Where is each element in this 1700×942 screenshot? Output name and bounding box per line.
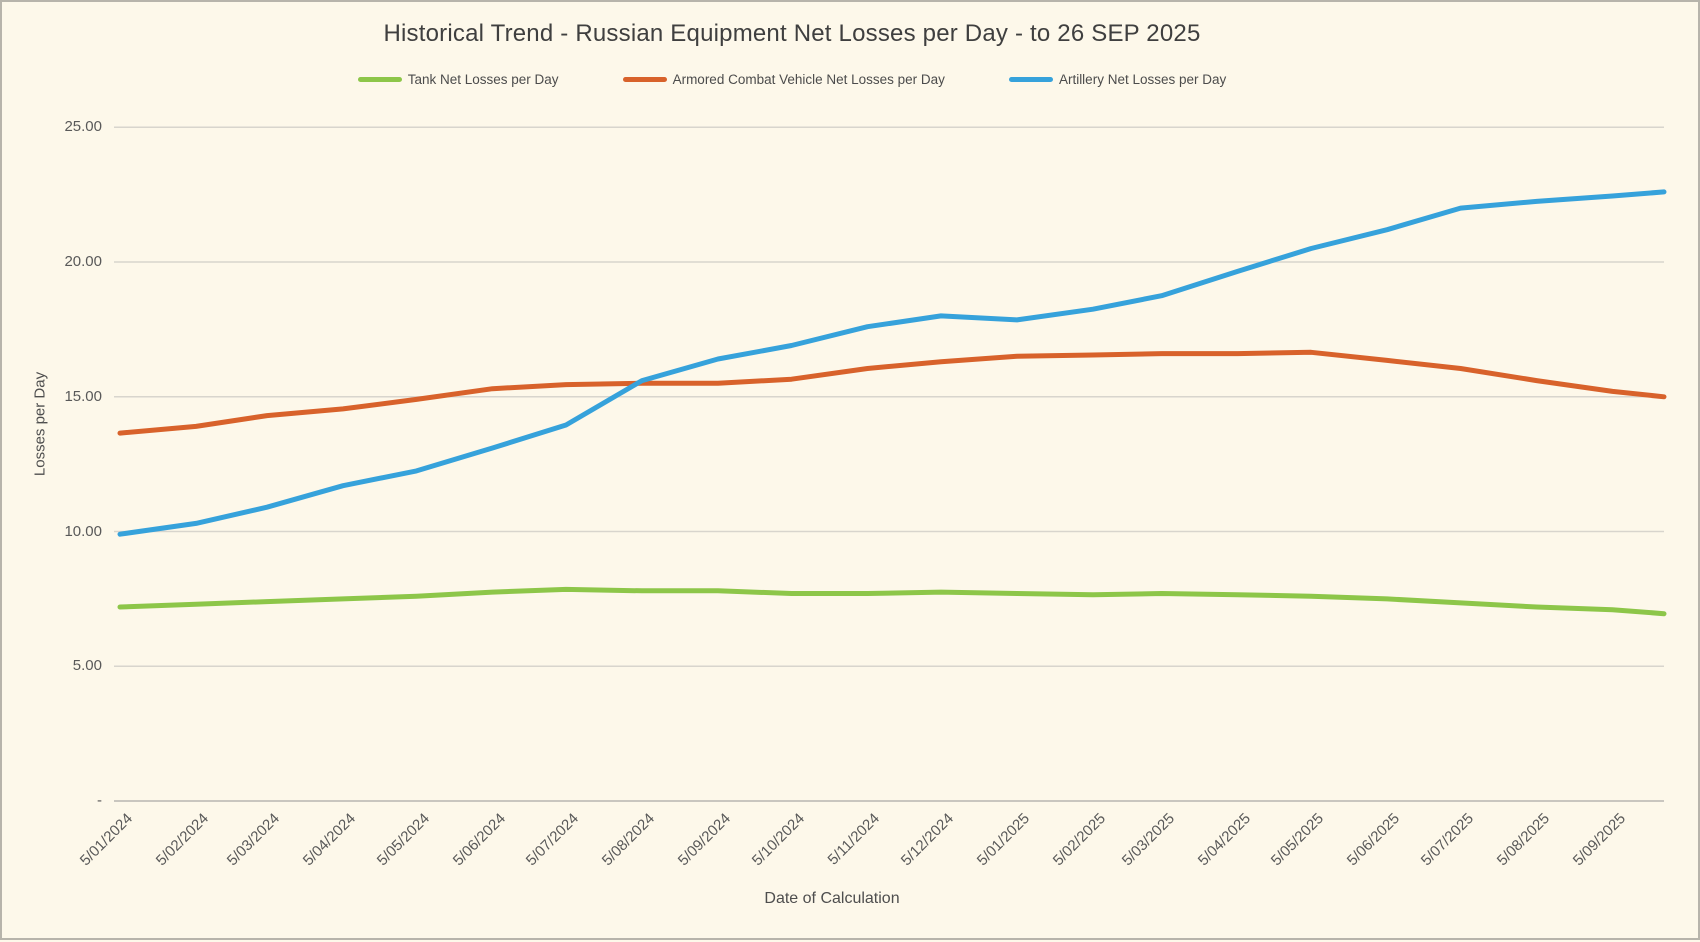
legend-label-artillery: Artillery Net Losses per Day [1058,72,1227,87]
legend-item-tank: Tank Net Losses per Day [357,72,559,87]
legend-label-acv: Armored Combat Vehicle Net Losses per Da… [672,72,945,87]
series-line-tank-net [117,586,1667,617]
y-axis-tick-label: - [97,792,102,809]
series-line-artillery-net [117,189,1667,537]
x-axis-title: Date of Calculation [764,890,900,907]
y-axis-tick-label: 20.00 [64,253,102,270]
y-axis-tick-label: 15.00 [64,387,102,405]
y-axis-tick-label: 25.00 [64,118,102,136]
y-axis-title: Losses per Day [31,371,49,477]
series-lines [117,189,1667,617]
legend: Tank Net Losses per Day Armored Combat V… [2,72,1582,87]
legend-label-tank: Tank Net Losses per Day [407,72,559,87]
tank-line-swatch-icon [357,77,402,82]
y-axis-tick-label: 10.00 [64,522,102,540]
artillery-line-swatch-icon [1008,77,1053,82]
gridlines [114,126,1664,802]
acv-line-swatch-icon [622,77,667,82]
series-line-armored-combat [117,349,1667,436]
chart-title: Historical Trend - Russian Equipment Net… [383,20,1201,47]
legend-item-acv: Armored Combat Vehicle Net Losses per Da… [622,72,945,87]
y-axis-tick-label: 5.00 [72,657,102,675]
legend-item-artillery: Artillery Net Losses per Day [1008,72,1227,87]
